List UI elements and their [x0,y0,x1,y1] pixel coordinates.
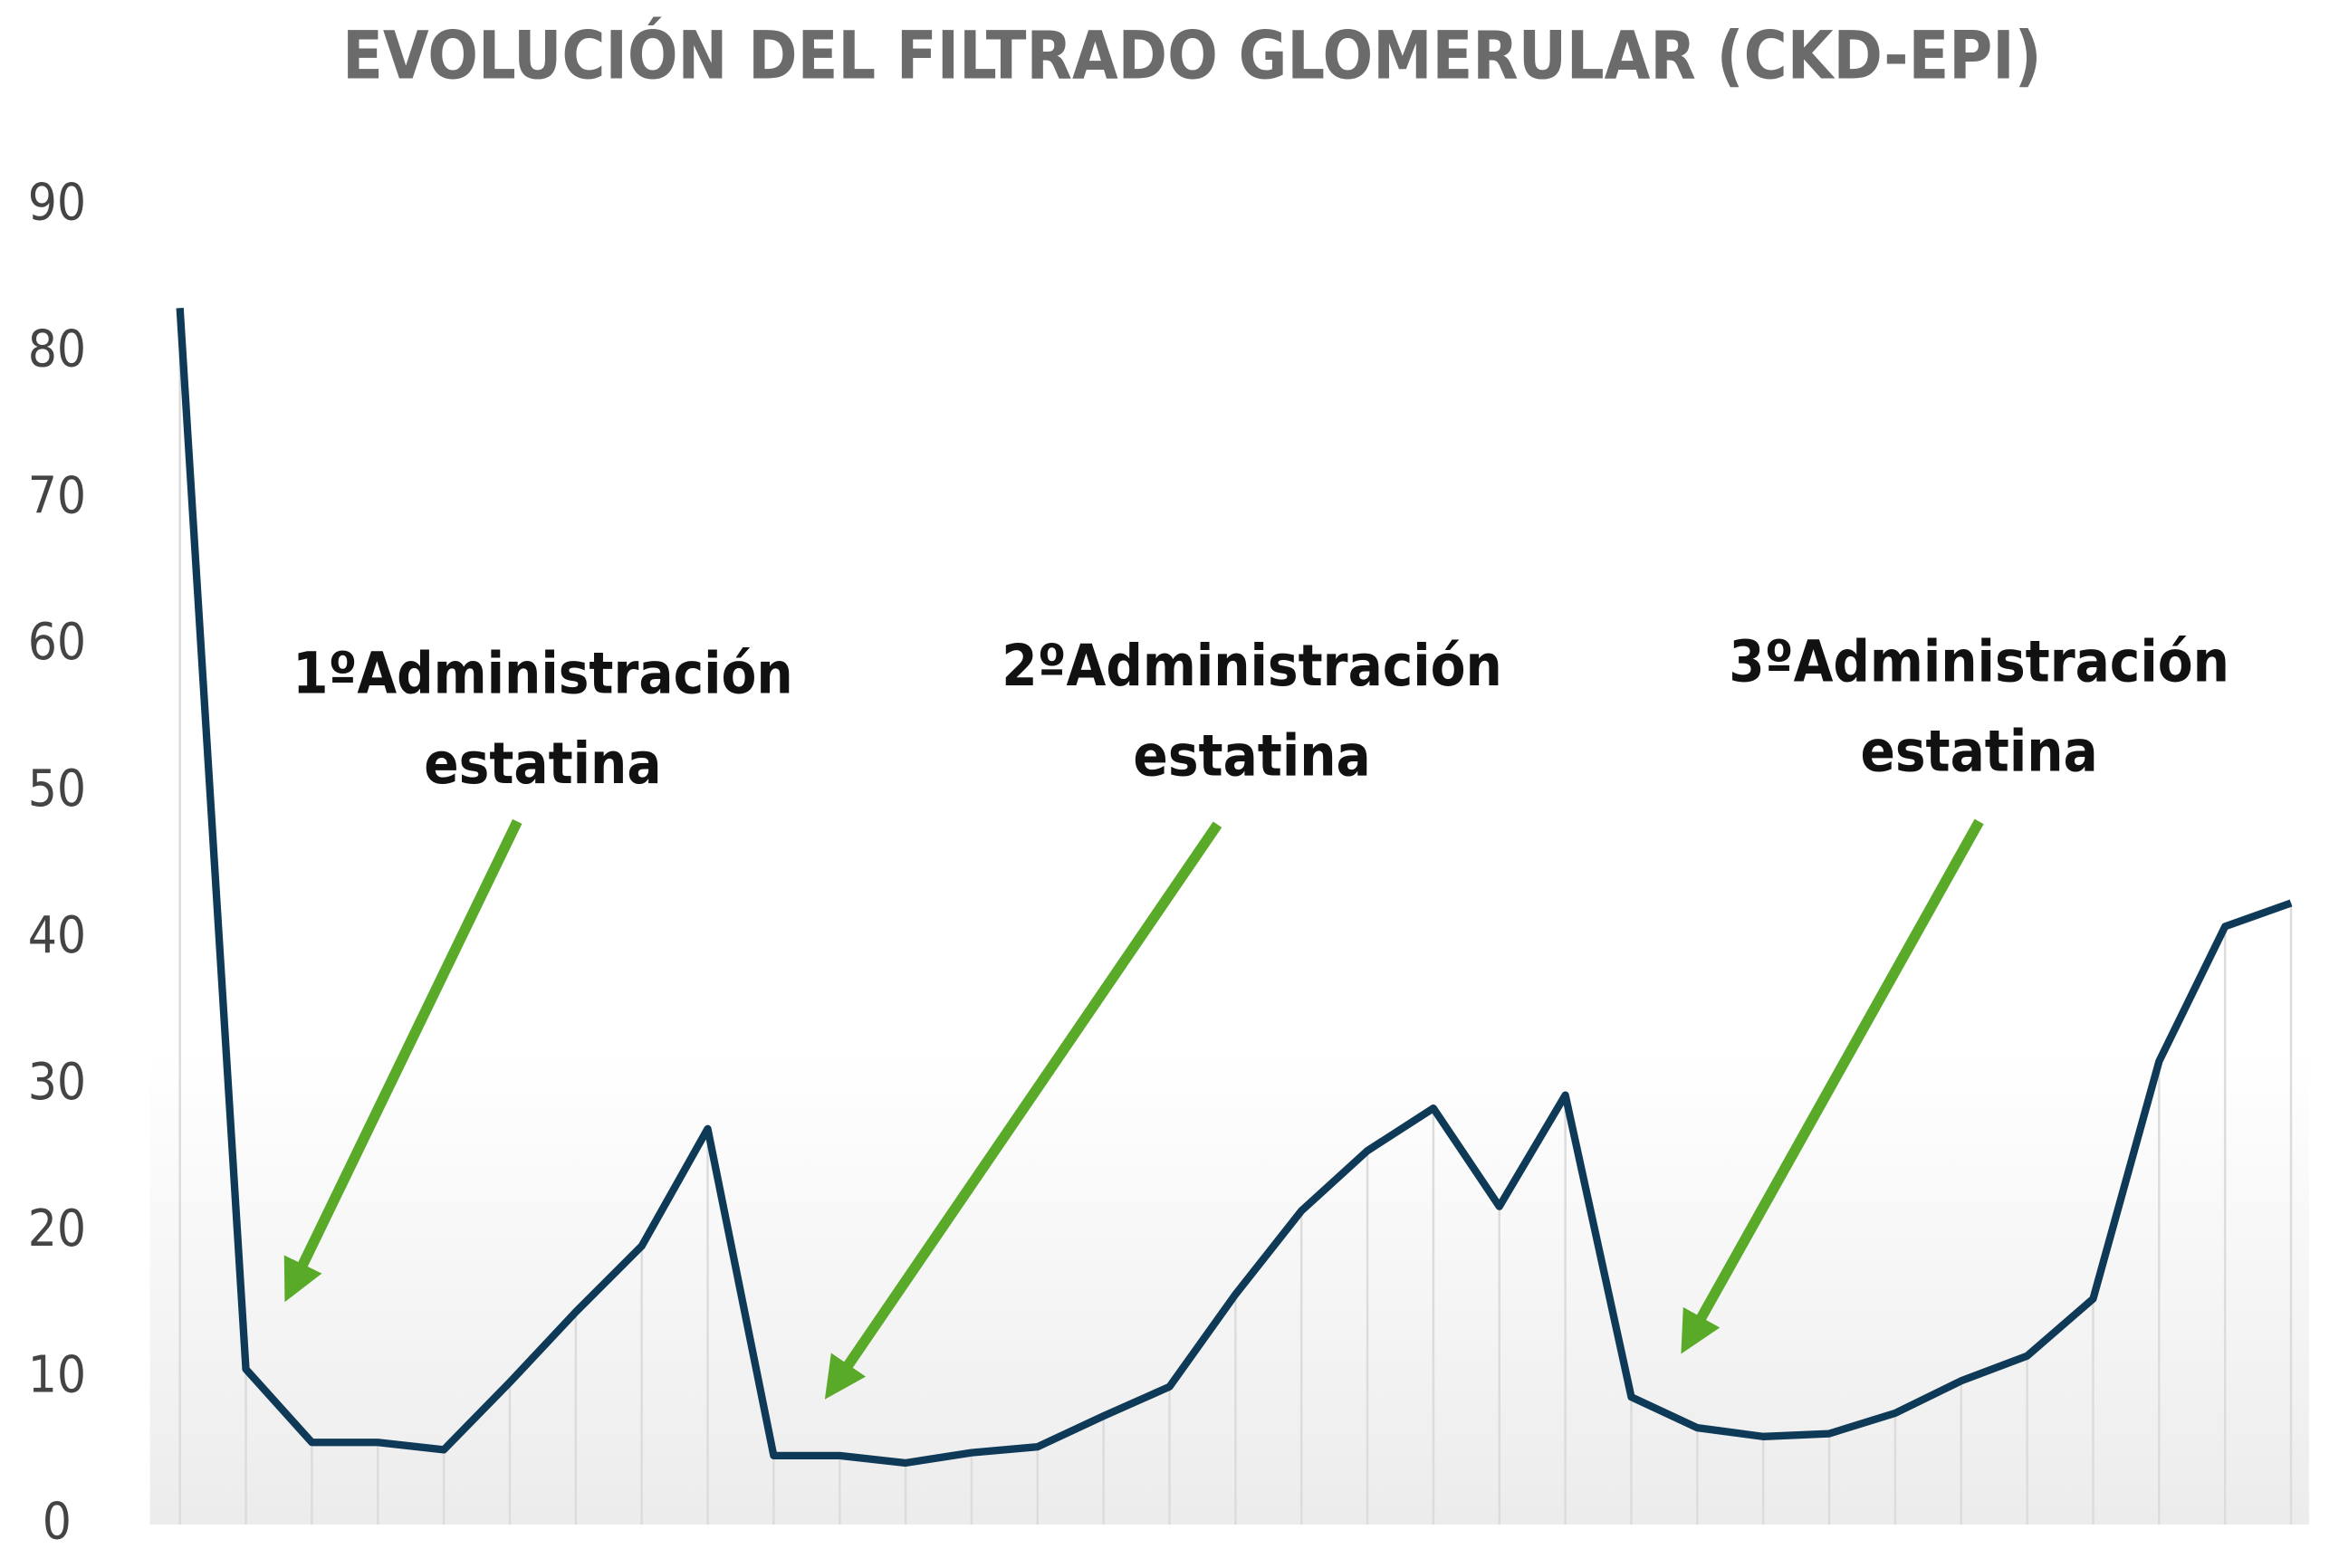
annotation: estatina [424,731,661,797]
y-tick-label: 30 [28,1053,86,1112]
y-tick-label: 0 [43,1493,72,1552]
y-tick-label: 70 [28,466,86,525]
annotation: 2ºAdministración [1002,633,1502,699]
data-line [176,307,2293,1468]
annotations: 1ºAdministración estatina 2ºAdministraci… [283,628,2229,1400]
y-tick-label: 80 [28,320,86,378]
y-tick-label: 50 [28,760,86,818]
y-tick-label: 90 [28,173,86,232]
annotation: estatina [1860,719,2097,785]
plot: 0 10 20 30 40 50 60 70 80 90 [28,173,2293,1552]
y-tick-label: 20 [28,1200,86,1258]
annotation: 1ºAdministración [292,641,793,707]
y-tick-label: 40 [28,906,86,965]
y-tick-label: 10 [28,1346,86,1405]
plot-background [149,1049,2309,1525]
arrow [1681,818,1984,1354]
y-tick-label: 60 [28,613,86,672]
arrow [283,818,522,1303]
annotation: 3ºAdministración [1729,628,2229,694]
arrow [824,821,1222,1400]
annotation: estatina [1133,723,1370,789]
chart-title: EVOLUCIÓN DEL FILTRADO GLOMERULAR (CKD-E… [342,16,2042,94]
